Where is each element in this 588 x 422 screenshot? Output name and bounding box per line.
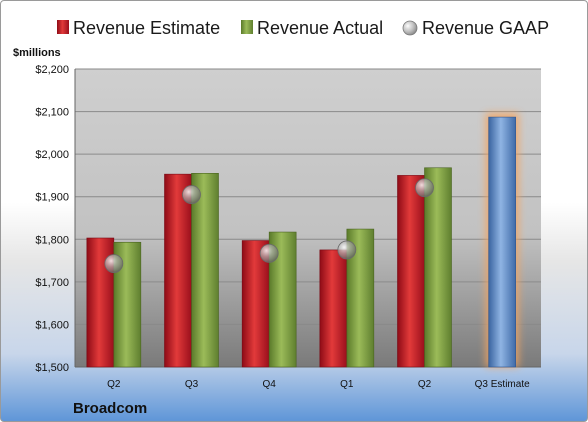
legend-item-revenue-actual: Revenue Actual <box>241 18 383 38</box>
x-tick-label: Q1 <box>340 379 354 390</box>
bar-revenue-estimate <box>397 175 425 368</box>
marker-revenue-gaap <box>104 254 124 273</box>
plot-area <box>75 69 541 367</box>
bar-revenue-estimate <box>241 240 270 368</box>
x-tick-label: Q2 <box>107 379 121 390</box>
y-tick-label: $1,600 <box>35 319 69 331</box>
legend-label-revenue-gaap: Revenue GAAP <box>422 18 549 38</box>
y-tick-label: $1,900 <box>35 192 69 204</box>
bar-revenue-estimate <box>164 173 192 368</box>
x-tick-label: Q3 Estimate <box>475 379 530 390</box>
y-axis-ticks: $1,500 $1,600 $1,700 $1,800 $1,900 $2,000 $2,1… <box>35 64 69 374</box>
x-tick-label: Q2 <box>418 379 432 390</box>
chart-marks <box>86 113 519 368</box>
legend: Revenue Estimate Revenue Actual Revenue … <box>57 18 549 38</box>
y-tick-label: $2,200 <box>35 64 69 76</box>
gridlines <box>74 68 541 368</box>
bar-revenue-estimate <box>319 249 348 368</box>
legend-swatch-revenue-actual <box>241 20 253 34</box>
marker-revenue-gaap <box>259 243 279 263</box>
legend-item-revenue-estimate: Revenue Estimate <box>57 18 220 38</box>
marker-revenue-gaap <box>415 178 434 198</box>
x-tick-label: Q4 <box>262 379 276 390</box>
y-tick-label: $2,100 <box>35 107 69 119</box>
bar-q3-estimate <box>488 116 516 368</box>
y-tick-label: $2,000 <box>35 149 69 161</box>
legend-item-revenue-gaap: Revenue GAAP <box>402 18 549 38</box>
marker-revenue-gaap <box>182 185 201 204</box>
x-tick-label: Q3 <box>185 379 199 390</box>
legend-label-revenue-actual: Revenue Actual <box>257 18 383 38</box>
company-name: Broadcom <box>73 400 147 417</box>
marker-revenue-gaap <box>337 240 357 260</box>
y-axis-unit-label: $millions <box>13 47 61 59</box>
bar-revenue-actual <box>191 173 219 368</box>
x-axis-ticks: Q2 Q3 Q4 Q1 Q2 Q3 Estimate <box>107 379 530 390</box>
legend-marker-revenue-gaap <box>402 20 418 36</box>
y-tick-label: $1,500 <box>35 362 69 374</box>
bar-revenue-actual <box>424 167 452 368</box>
legend-label-revenue-estimate: Revenue Estimate <box>73 18 220 38</box>
legend-swatch-revenue-estimate <box>57 20 69 34</box>
y-tick-label: $1,700 <box>35 277 69 289</box>
y-tick-label: $1,800 <box>35 234 69 246</box>
